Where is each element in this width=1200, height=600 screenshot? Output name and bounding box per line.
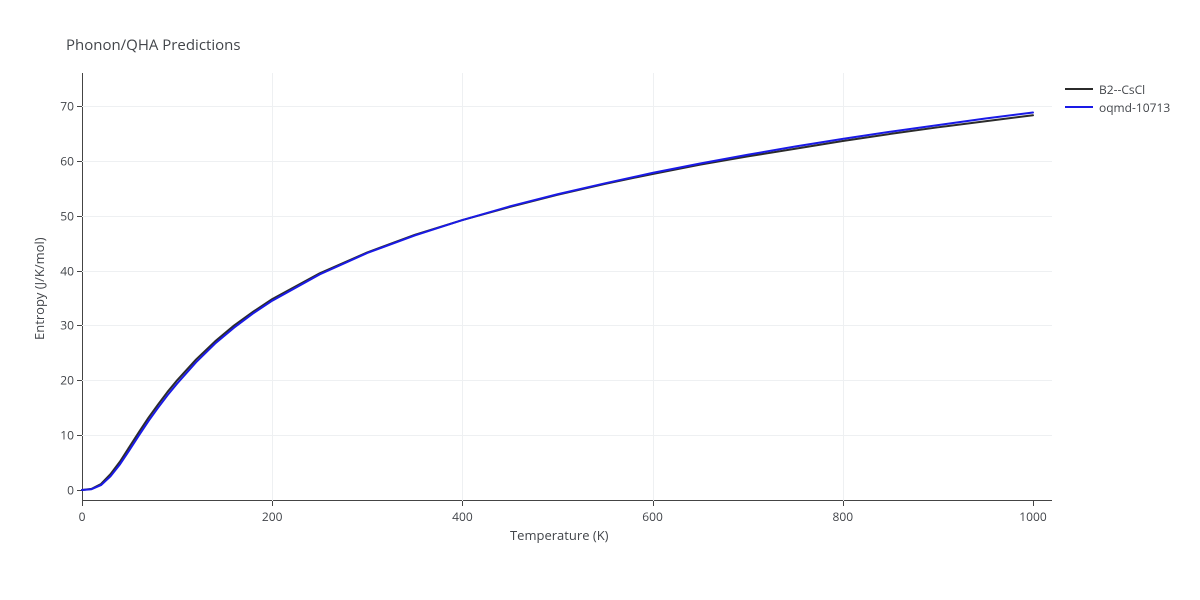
legend: B2--CsCloqmd-10713 — [1065, 80, 1170, 116]
series-line — [82, 113, 1033, 491]
chart-container: Phonon/QHA Predictions Temperature (K) E… — [0, 0, 1200, 600]
chart-lines — [0, 0, 1200, 600]
legend-item[interactable]: oqmd-10713 — [1065, 98, 1170, 116]
legend-label: B2--CsCl — [1099, 81, 1145, 98]
legend-swatch — [1065, 88, 1093, 90]
legend-swatch — [1065, 106, 1093, 108]
legend-item[interactable]: B2--CsCl — [1065, 80, 1170, 98]
legend-label: oqmd-10713 — [1099, 99, 1170, 116]
series-line — [82, 115, 1033, 490]
